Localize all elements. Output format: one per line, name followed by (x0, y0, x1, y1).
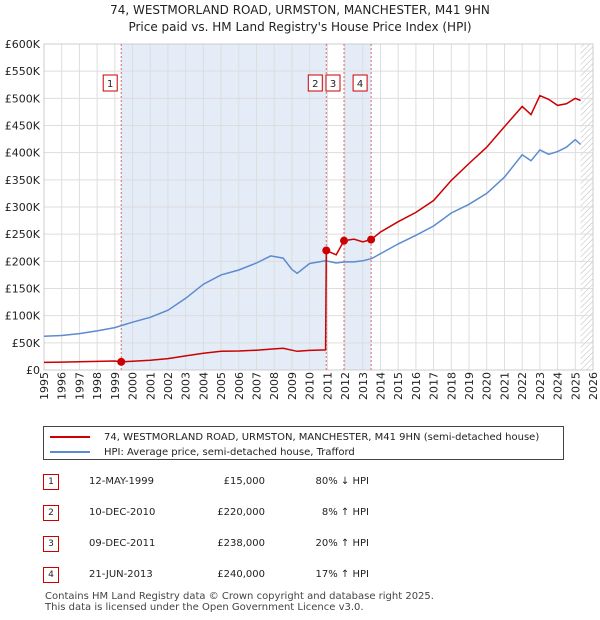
x-tick-label: 2022 (516, 372, 529, 400)
x-tick-label: 2000 (127, 372, 140, 400)
sale-hpi-diff: 20% ↑ HPI (315, 538, 369, 549)
footer-copyright: Contains HM Land Registry data © Crown c… (45, 591, 434, 602)
sale-number-badge: 3 (43, 536, 59, 552)
x-tick-label: 2026 (587, 372, 600, 400)
chart-title: 74, WESTMORLAND ROAD, URMSTON, MANCHESTE… (110, 3, 490, 17)
x-tick-label: 2024 (552, 372, 565, 400)
x-tick-label: 2007 (251, 372, 264, 400)
x-tick-label: 2009 (286, 372, 299, 400)
x-tick-label: 2006 (233, 372, 246, 400)
property-series-line (43, 94, 581, 364)
y-tick-label: £550K (5, 65, 41, 78)
y-tick-label: £100K (5, 310, 41, 323)
y-tick-label: £350K (5, 174, 41, 187)
sale-date: 12-MAY-1999 (89, 476, 155, 487)
sale-marker-label: 3 (330, 79, 336, 90)
sale-point (367, 235, 376, 244)
sale-date: 21-JUN-2013 (89, 569, 153, 580)
sale-marker-box (325, 74, 341, 92)
sale-point (322, 246, 331, 255)
x-tick-label: 2002 (162, 372, 175, 400)
sale-marker-box (102, 74, 118, 92)
sale-date: 09-DEC-2011 (89, 538, 156, 549)
y-tick-label: £450K (5, 120, 41, 133)
sale-price: £15,000 (223, 476, 265, 487)
price-chart: 1 2 3 4 £0 £50K £100K £150K £200K £250K £300K £350… (5, 38, 600, 400)
x-tick-label: 1997 (73, 372, 86, 400)
chart-subtitle: Price paid vs. HM Land Registry's House … (128, 20, 472, 34)
sale-marker-label: 4 (357, 79, 363, 90)
sale-price: £240,000 (217, 569, 265, 580)
legend-item-hpi: HPI: Average price, semi-detached house,… (50, 445, 355, 459)
sale-price: £238,000 (217, 538, 265, 549)
legend-label-hpi: HPI: Average price, semi-detached house,… (104, 446, 355, 458)
sale-marker-label: 1 (107, 79, 113, 90)
hpi-series-line (43, 138, 582, 338)
x-tick-label: 2011 (321, 372, 334, 400)
sale-hpi-diff: 80% ↓ HPI (315, 476, 369, 487)
legend-label-property: 74, WESTMORLAND ROAD, URMSTON, MANCHESTE… (104, 431, 540, 443)
x-tick-label: 2018 (445, 372, 458, 400)
x-tick-label: 2012 (339, 372, 352, 400)
x-tick-label: 1998 (91, 372, 104, 400)
y-tick-label: £200K (5, 255, 41, 268)
x-tick-label: 1996 (56, 372, 69, 400)
y-tick-label: £50K (12, 337, 41, 350)
plot-border (43, 43, 594, 371)
x-tick-label: 2019 (463, 372, 476, 400)
chart-legend: 74, WESTMORLAND ROAD, URMSTON, MANCHESTE… (43, 426, 564, 460)
x-tick-label: 2003 (180, 372, 193, 400)
y-tick-label: £150K (5, 283, 41, 296)
legend-item-property: 74, WESTMORLAND ROAD, URMSTON, MANCHESTE… (50, 430, 539, 444)
y-tick-label: £500K (5, 92, 41, 105)
sale-marker-box (352, 74, 368, 92)
table-row: 1 12-MAY-1999 £15,000 80% ↓ HPI (43, 474, 443, 492)
x-tick-label: 2001 (144, 372, 157, 400)
y-tick-label: £600K (5, 38, 41, 51)
sale-marker-label: 2 (312, 79, 318, 90)
table-row: 2 10-DEC-2010 £220,000 8% ↑ HPI (43, 505, 443, 523)
x-tick-label: 2025 (569, 372, 582, 400)
x-tick-label: 2021 (498, 372, 511, 400)
x-tick-label: 2015 (392, 372, 405, 400)
y-tick-label: £400K (5, 147, 41, 160)
x-tick-label: 2020 (481, 372, 494, 400)
footer-license: This data is licensed under the Open Gov… (45, 602, 364, 613)
x-tick-label: 2013 (357, 372, 370, 400)
sale-point (117, 357, 126, 366)
footer-attribution: Contains HM Land Registry data © Crown c… (45, 591, 434, 613)
sale-date: 10-DEC-2010 (89, 507, 156, 518)
sale-number-badge: 2 (43, 505, 59, 521)
sale-number-badge: 4 (43, 567, 59, 583)
x-tick-label: 2017 (428, 372, 441, 400)
sale-number-badge: 1 (43, 474, 59, 490)
sale-marker-box (307, 74, 323, 92)
legend-swatch-hpi (50, 451, 90, 453)
x-tick-label: 2014 (374, 372, 387, 400)
sale-price: £220,000 (217, 507, 265, 518)
x-tick-label: 2008 (268, 372, 281, 400)
sale-hpi-diff: 8% ↑ HPI (321, 507, 369, 518)
x-tick-label: 2010 (304, 372, 317, 400)
sale-point (340, 236, 349, 245)
sale-hpi-diff: 17% ↑ HPI (315, 569, 369, 580)
y-tick-label: £250K (5, 228, 41, 241)
x-tick-label: 2004 (197, 372, 210, 400)
x-tick-label: 2005 (215, 372, 228, 400)
chart-title-block: 74, WESTMORLAND ROAD, URMSTON, MANCHESTE… (0, 2, 600, 36)
x-tick-label: 2016 (410, 372, 423, 400)
x-tick-label: 1995 (38, 372, 51, 400)
y-tick-label: £0 (26, 364, 40, 377)
x-tick-label: 1999 (109, 372, 122, 400)
table-row: 3 09-DEC-2011 £238,000 20% ↑ HPI (43, 536, 443, 554)
legend-swatch-property (50, 436, 90, 438)
table-row: 4 21-JUN-2013 £240,000 17% ↑ HPI (43, 567, 443, 585)
x-tick-label: 2023 (534, 372, 547, 400)
y-tick-label: £300K (5, 201, 41, 214)
